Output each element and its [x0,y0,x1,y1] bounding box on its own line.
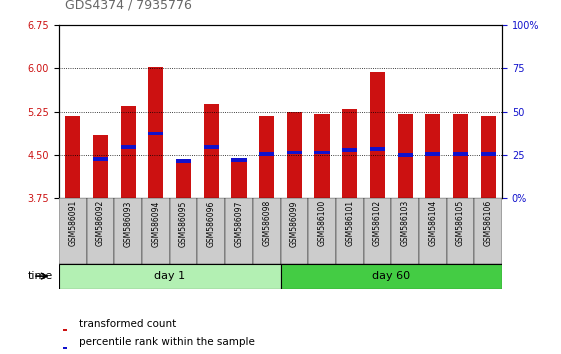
Bar [370,72,385,198]
Bar [86,198,114,264]
Text: GSM586101: GSM586101 [345,200,354,246]
Bar [114,198,142,264]
Text: GSM586093: GSM586093 [123,200,132,247]
Bar [453,114,468,198]
Bar [342,109,357,198]
Text: percentile rank within the sample: percentile rank within the sample [79,337,255,347]
Bar [425,152,440,156]
Bar [259,152,274,156]
Text: GSM586096: GSM586096 [207,200,216,247]
Text: GSM586102: GSM586102 [373,200,382,246]
Bar [59,198,86,264]
Bar [475,198,502,264]
Text: GSM586103: GSM586103 [401,200,410,246]
Bar [93,157,108,161]
Bar [231,159,247,198]
Bar [63,329,67,331]
Bar [425,114,440,198]
Bar [308,198,336,264]
Bar [253,198,280,264]
Bar [176,160,191,198]
Bar [65,115,80,198]
Text: GSM586098: GSM586098 [262,200,271,246]
Bar [453,152,468,156]
Text: GSM586094: GSM586094 [151,200,160,247]
Text: time: time [28,271,53,281]
Text: GSM586104: GSM586104 [429,200,438,246]
Bar [481,152,496,156]
Text: GSM586097: GSM586097 [234,200,243,247]
Bar [259,116,274,198]
Bar [176,159,191,163]
Text: GSM586105: GSM586105 [456,200,465,246]
Text: day 60: day 60 [373,271,410,281]
Bar [314,151,330,154]
Bar [398,114,413,198]
Bar [63,347,67,349]
Bar [336,198,364,264]
Text: GDS4374 / 7935776: GDS4374 / 7935776 [65,0,191,12]
Bar [148,132,163,135]
Bar [481,116,496,198]
Bar [280,198,308,264]
Text: GSM586092: GSM586092 [96,200,105,246]
Bar [392,198,419,264]
Bar [197,198,225,264]
Bar [398,153,413,157]
Bar [287,112,302,198]
Text: GSM586095: GSM586095 [179,200,188,247]
Bar [204,104,219,198]
Bar [93,135,108,198]
Bar [59,264,280,289]
Text: GSM586099: GSM586099 [290,200,299,247]
Bar [447,198,475,264]
Bar [121,106,136,198]
Bar [231,158,247,162]
Text: GSM586106: GSM586106 [484,200,493,246]
Bar [314,114,330,198]
Bar [225,198,253,264]
Bar [121,145,136,149]
Bar [148,67,163,198]
Text: GSM586091: GSM586091 [68,200,77,246]
Text: day 1: day 1 [154,271,185,281]
Bar [287,151,302,154]
Text: transformed count: transformed count [79,319,176,329]
Bar [342,148,357,152]
Bar [169,198,197,264]
Bar [419,198,447,264]
Text: GSM586100: GSM586100 [318,200,327,246]
Bar [204,145,219,149]
Bar [142,198,169,264]
Bar [370,147,385,151]
Bar [280,264,502,289]
Bar [364,198,392,264]
